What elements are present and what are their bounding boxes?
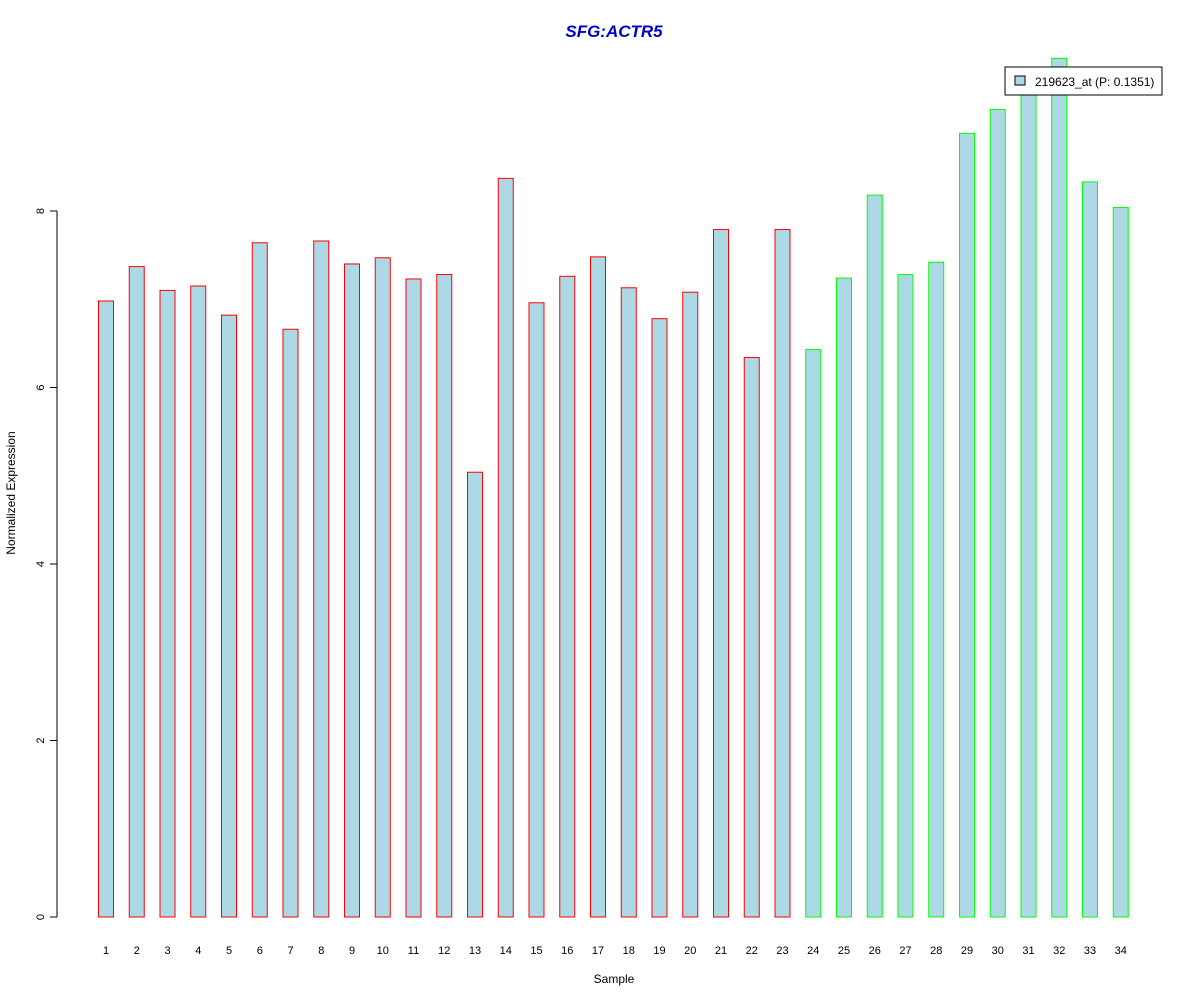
- bar: [344, 263, 360, 918]
- bar: [497, 177, 514, 918]
- x-tick-label: 26: [869, 945, 881, 957]
- y-tick-label: 4: [35, 561, 47, 567]
- x-tick-label: 9: [349, 945, 355, 957]
- x-tick-label: 5: [226, 945, 232, 957]
- bar: [1051, 57, 1068, 918]
- bar: [620, 287, 637, 918]
- bar: [467, 471, 483, 918]
- x-tick-label: 11: [408, 945, 419, 957]
- bar: [713, 229, 729, 918]
- x-tick-label: 14: [500, 945, 512, 957]
- x-tick-label: 3: [164, 945, 170, 957]
- x-tick-label: 34: [1115, 945, 1127, 957]
- x-tick-label: 10: [377, 945, 389, 957]
- x-tick-label: 2: [134, 945, 140, 957]
- chart-title: SFG:ACTR5: [565, 22, 663, 41]
- x-tick-label: 17: [592, 945, 604, 957]
- x-tick-label: 32: [1053, 945, 1065, 957]
- x-tick-label: 33: [1084, 945, 1096, 957]
- y-axis: 0 2 4 6 8: [35, 208, 58, 920]
- legend: 219623_at (P: 0.1351): [1004, 66, 1163, 96]
- x-tick-label: 19: [653, 945, 665, 957]
- bar: [405, 278, 422, 918]
- bar: [651, 318, 668, 918]
- x-tick-label: 8: [318, 945, 324, 957]
- x-tick-label: 28: [930, 945, 942, 957]
- bar: [959, 132, 975, 918]
- bar: [1082, 181, 1098, 918]
- x-tick-label: 1: [103, 945, 109, 957]
- y-tick-label: 2: [35, 737, 47, 743]
- x-tick-label: 4: [195, 945, 201, 957]
- x-tick-label: 12: [438, 945, 450, 957]
- x-tick-label: 31: [1022, 945, 1034, 957]
- bar: [1112, 206, 1129, 918]
- bar: [436, 274, 453, 918]
- y-axis-label: Normalized Expression: [4, 431, 18, 554]
- x-tick-labels: 1 2 3 4 5 6 7 8 9 10 11 12 13 14 15 16 17 18 19 20 21 22 23 24 2…: [103, 945, 1127, 957]
- bar: [989, 109, 1006, 918]
- bars-group: [98, 57, 1129, 918]
- bar: [590, 256, 606, 918]
- bar: [282, 328, 299, 918]
- bar: [251, 242, 268, 918]
- bar: [528, 302, 545, 918]
- x-tick-label: 21: [715, 945, 727, 957]
- bar: [743, 356, 760, 918]
- x-tick-label: 7: [287, 945, 293, 957]
- x-tick-label: 29: [961, 945, 973, 957]
- bar: [682, 291, 699, 918]
- x-tick-label: 15: [530, 945, 542, 957]
- x-tick-label: 20: [684, 945, 696, 957]
- bar: [805, 349, 822, 918]
- bar: [374, 257, 391, 918]
- bar: [897, 274, 914, 918]
- bar: [313, 240, 330, 918]
- x-tick-label: 27: [899, 945, 911, 957]
- bar: [159, 289, 176, 918]
- x-tick-label: 25: [838, 945, 850, 957]
- legend-label: 219623_at (P: 0.1351): [1035, 75, 1154, 89]
- bar: [836, 277, 852, 918]
- bar: [559, 275, 576, 918]
- x-tick-label: 24: [807, 945, 819, 957]
- x-tick-label: 30: [992, 945, 1004, 957]
- bar: [221, 314, 237, 918]
- y-tick-label: 0: [35, 914, 47, 920]
- y-tick-label: 8: [35, 208, 47, 214]
- bar: [190, 285, 207, 918]
- x-tick-label: 6: [257, 945, 263, 957]
- x-tick-label: 18: [623, 945, 635, 957]
- y-tick-label: 6: [35, 384, 47, 390]
- bar: [866, 194, 883, 918]
- bar: [128, 266, 145, 918]
- bar: [98, 300, 114, 918]
- x-tick-label: 13: [469, 945, 481, 957]
- x-axis-label: Sample: [594, 972, 635, 986]
- bar: [928, 261, 945, 918]
- legend-box: [1004, 66, 1163, 96]
- bar: [1020, 91, 1037, 918]
- x-tick-label: 23: [776, 945, 788, 957]
- x-tick-label: 22: [746, 945, 758, 957]
- x-tick-label: 16: [561, 945, 573, 957]
- bar: [774, 229, 791, 918]
- legend-swatch: [1014, 75, 1026, 86]
